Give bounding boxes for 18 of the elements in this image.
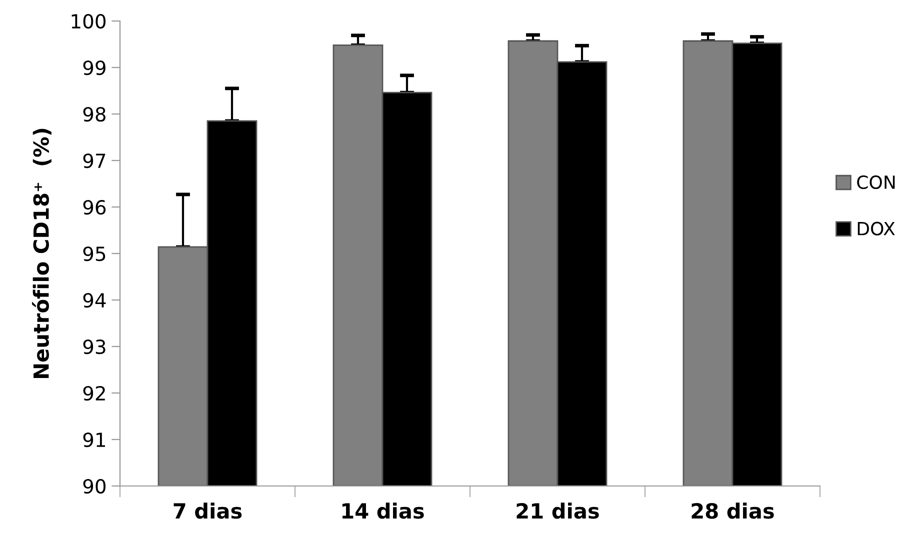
y-tick-label: 96 [83,200,106,215]
y-tick-label: 90 [83,478,106,494]
y-tick-label: 95 [83,246,106,262]
y-tick-label: 91 [83,432,106,448]
y-tick-label: 100 [72,14,106,29]
y-tick-label: 97 [83,153,106,168]
x-tick-label: 7 dias [174,502,242,519]
y-tick-label: 93 [83,339,106,354]
y-tick-label: 92 [83,386,105,401]
x-tick-label: 28 dias [692,502,774,519]
legend-label: CON [857,175,895,190]
y-tick-label: 98 [83,106,106,122]
legend-label: DOX [858,222,895,236]
y-tick-label: 94 [83,292,106,308]
y-axis-title: Neutrófilo CD18⁺ (%) [32,128,52,378]
y-tick-label: 99 [83,60,106,76]
x-tick-label: 14 dias [342,502,424,519]
x-tick-label: 21 dias [516,502,599,519]
